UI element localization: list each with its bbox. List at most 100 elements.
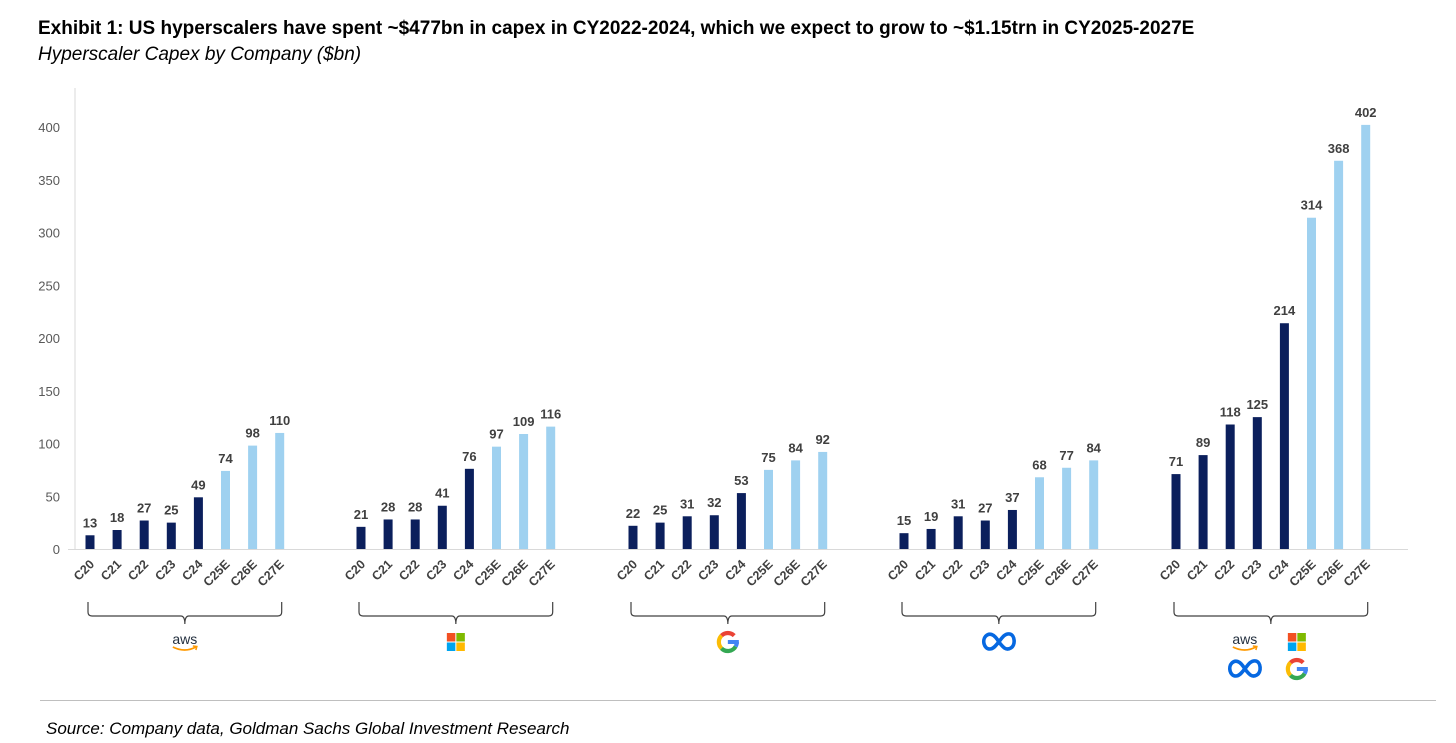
x-tick-label: C20	[614, 557, 640, 583]
meta-infinity	[1227, 659, 1262, 678]
bar	[546, 426, 556, 549]
y-tick-label: 0	[53, 542, 60, 557]
data-label: 118	[1220, 405, 1241, 420]
bar	[1252, 417, 1262, 549]
bar	[1225, 424, 1235, 549]
data-label: 13	[83, 515, 97, 530]
x-tick-label: C20	[1157, 557, 1183, 583]
google-red	[720, 630, 736, 638]
x-tick-label: C25E	[1287, 557, 1319, 589]
data-label: 31	[680, 496, 694, 511]
bar	[112, 530, 122, 549]
x-tick-label: C26E	[1314, 557, 1346, 589]
x-tick-label: C25E	[472, 557, 504, 589]
x-tick-label: C27E	[1341, 557, 1373, 589]
google-yellow	[1285, 661, 1293, 677]
data-label: 74	[218, 451, 233, 466]
data-label: 402	[1355, 105, 1377, 120]
x-tick-label: C26E	[1042, 557, 1074, 589]
ms-blue	[446, 642, 456, 651]
data-label: 84	[1086, 440, 1101, 455]
google-bar	[727, 640, 739, 644]
group-bracket	[358, 602, 554, 625]
bar	[1198, 455, 1208, 549]
data-label: 49	[191, 477, 205, 492]
x-tick-label: C23	[152, 557, 178, 583]
x-tick-label: C25E	[1015, 557, 1047, 589]
bar	[85, 535, 95, 549]
aws-logo-icon: aws	[172, 631, 198, 651]
bar	[1062, 467, 1072, 549]
microsoft-logo-icon	[1287, 633, 1306, 651]
bar	[221, 470, 230, 549]
bar	[1307, 217, 1316, 550]
x-tick-label: C20	[342, 557, 368, 583]
data-label: 41	[435, 486, 449, 501]
meta-infinity	[981, 632, 1016, 651]
data-label: 32	[707, 495, 721, 510]
x-tick-label: C26E	[228, 557, 260, 589]
data-label: 27	[137, 501, 151, 516]
bar	[1361, 124, 1371, 549]
meta-logo-icon	[1227, 659, 1262, 678]
y-tick-label: 250	[38, 278, 60, 293]
y-tick-label: 50	[46, 489, 60, 504]
google-logo-icon	[716, 630, 739, 654]
data-label: 25	[164, 503, 178, 518]
data-label: 98	[245, 426, 259, 441]
ms-red	[446, 633, 456, 642]
x-tick-label: C23	[695, 557, 721, 583]
aws-smile	[172, 646, 197, 651]
bar	[139, 520, 149, 549]
data-label: 116	[540, 407, 561, 422]
aws-text: aws	[1232, 631, 1257, 647]
x-tick-label: C20	[885, 557, 911, 583]
bar	[356, 526, 366, 549]
ms-yellow	[1297, 642, 1306, 651]
data-label: 27	[978, 501, 992, 516]
x-tick-label: C21	[912, 557, 938, 583]
y-tick-label: 300	[38, 226, 60, 241]
x-tick-label: C25E	[744, 557, 776, 589]
divider	[40, 700, 1436, 701]
google-green	[1289, 672, 1307, 681]
x-tick-label: C22	[668, 557, 694, 583]
bar	[464, 468, 474, 549]
bar	[248, 445, 258, 549]
source-note: Source: Company data, Goldman Sachs Glob…	[46, 719, 570, 738]
y-tick-label: 200	[38, 331, 60, 346]
bar	[383, 519, 393, 549]
bar	[709, 515, 719, 549]
x-tick-label: C27E	[255, 557, 287, 589]
data-label: 31	[951, 496, 965, 511]
bar	[655, 522, 665, 549]
x-tick-label: C20	[71, 557, 97, 583]
group-bracket	[630, 602, 826, 625]
google-bar	[1296, 667, 1308, 671]
x-tick-label: C23	[966, 557, 992, 583]
x-tick-label: C21	[98, 557, 124, 583]
data-label: 18	[110, 510, 124, 525]
bar	[899, 533, 909, 549]
bar	[628, 525, 638, 549]
data-label: 110	[269, 413, 290, 428]
meta-logo-icon	[981, 632, 1016, 651]
group-bracket	[1173, 602, 1369, 625]
aws-arrow	[192, 645, 198, 651]
x-tick-label: C26E	[499, 557, 531, 589]
data-label: 89	[1196, 435, 1210, 450]
microsoft-logo-icon	[446, 633, 465, 651]
bar-group: 22C2025C2131C2232C2353C2475C25E84C26E92C…	[614, 432, 830, 654]
google-yellow	[716, 634, 724, 650]
data-label: 97	[489, 427, 503, 442]
data-label: 15	[897, 513, 911, 528]
bar	[519, 434, 529, 549]
bar-group: 21C2028C2128C2241C2376C2497C25E109C26E11…	[342, 407, 561, 651]
data-label: 37	[1005, 490, 1019, 505]
ms-green	[456, 633, 465, 642]
x-tick-label: C22	[396, 557, 422, 583]
bar	[926, 528, 936, 549]
data-label: 19	[924, 509, 938, 524]
ms-red	[1287, 633, 1297, 642]
